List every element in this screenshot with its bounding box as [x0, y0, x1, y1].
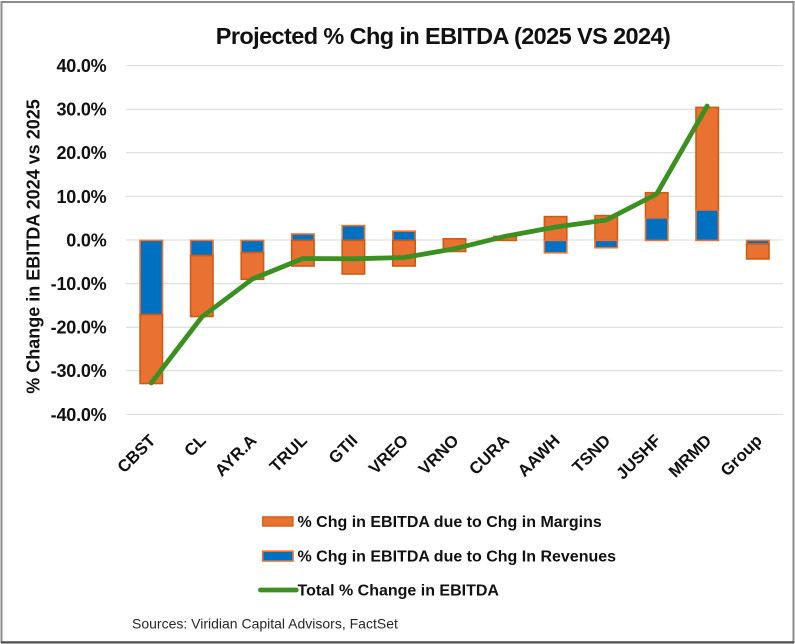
- svg-text:-30.0%: -30.0%: [51, 361, 107, 381]
- svg-text:% Chg in EBITDA due to Chg In: % Chg in EBITDA due to Chg In Revenues: [298, 549, 617, 566]
- svg-text:% Change in EBITDA 2024 vs 202: % Change in EBITDA 2024 vs 2025: [24, 99, 44, 393]
- svg-text:10.0%: 10.0%: [56, 187, 106, 207]
- svg-text:20.0%: 20.0%: [56, 143, 106, 163]
- svg-text:40.0%: 40.0%: [56, 56, 106, 76]
- svg-text:30.0%: 30.0%: [56, 100, 106, 120]
- svg-text:-10.0%: -10.0%: [51, 274, 107, 294]
- svg-text:Sources: Viridian Capital Advi: Sources: Viridian Capital Advisors, Fact…: [132, 616, 398, 632]
- svg-text:Projected % Chg in EBITDA (202: Projected % Chg in EBITDA (2025 VS 2024): [216, 23, 670, 49]
- svg-text:-20.0%: -20.0%: [51, 318, 107, 338]
- svg-text:Total % Change in EBITDA: Total % Change in EBITDA: [298, 583, 500, 600]
- svg-text:% Chg in EBITDA due to Chg in: % Chg in EBITDA due to Chg in Margins: [298, 514, 602, 531]
- svg-text:0.0%: 0.0%: [66, 230, 106, 250]
- svg-text:-40.0%: -40.0%: [51, 405, 107, 425]
